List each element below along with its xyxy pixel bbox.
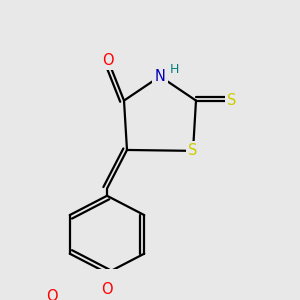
- Text: S: S: [227, 93, 237, 108]
- Text: H: H: [169, 63, 179, 76]
- Text: O: O: [102, 53, 114, 68]
- Text: S: S: [188, 143, 198, 158]
- Text: O: O: [101, 282, 113, 297]
- Text: N: N: [154, 69, 165, 84]
- Text: O: O: [46, 289, 58, 300]
